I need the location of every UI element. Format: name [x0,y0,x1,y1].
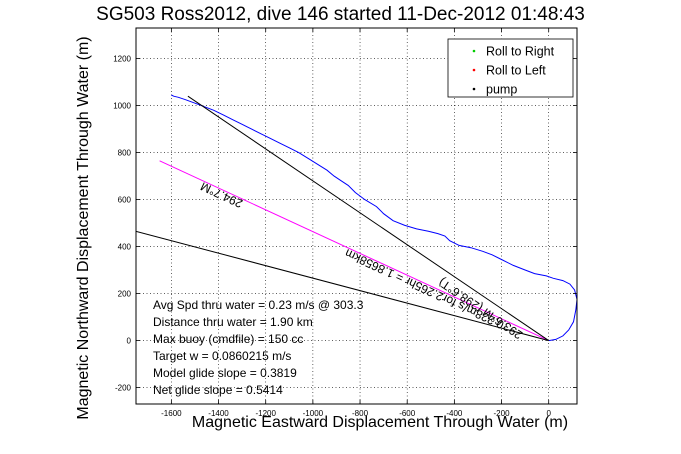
x-tick-label: -800 [352,409,369,418]
series-line [159,160,549,342]
y-tick-label: 1200 [113,55,131,64]
y-tick-label: 800 [118,149,132,158]
y-tick-label: 0 [127,337,132,346]
legend-box [447,38,574,98]
y-tick-label: 200 [118,290,132,299]
legend: Roll to Right Roll to Left pump [447,38,574,98]
x-tick-label: -1400 [208,409,229,418]
x-tick-label: -1200 [255,409,276,418]
x-axis-label: Magnetic Eastward Displacement Through W… [191,414,569,431]
summary-line: Net glide slope = 0.5414 [153,383,283,397]
x-tick-label: -1000 [303,409,324,418]
legend-label: Roll to Right [486,45,555,59]
series-line [171,94,577,342]
legend-marker [472,68,476,72]
y-tick-label: -200 [115,384,132,393]
plot-frame [135,27,578,405]
y-tick-label: 600 [118,196,132,205]
x-tick-label: -400 [446,409,463,418]
chart-title: SG503 Ross2012, dive 146 started 11-Dec-… [96,4,585,25]
series-line [187,95,549,342]
legend-label: Roll to Left [486,64,546,78]
summary-line: Avg Spd thru water = 0.23 m/s @ 303.3 [153,298,364,312]
summary-line: Max buoy (cmdfile) = 150 cc [153,332,303,346]
summary-line: Distance thru water = 1.90 km [153,315,313,329]
y-axis-label: Magnetic Northward Displacement Through … [75,36,92,420]
x-tick-label: -200 [494,409,511,418]
summary-line: Target w = 0.0860215 m/s [153,349,291,363]
summary-line: Model glide slope = 0.3819 [153,366,297,380]
legend-label: pump [486,83,517,97]
x-tick-label: -600 [399,409,416,418]
y-tick-label: 400 [118,243,132,252]
legend-marker [472,87,476,91]
series-line [136,230,549,342]
y-tick-label: 1000 [113,102,131,111]
axes [135,27,578,405]
summary-text: Avg Spd thru water = 0.23 m/s @ 303.3 Dis… [153,298,364,397]
tick-labels: -1600 -1400 -1200 -1000 -800 -600 -400 -200 0 -20… [113,55,551,418]
series-layer [136,94,577,342]
x-tick-label: 0 [546,409,551,418]
legend-marker [472,49,476,53]
x-tick-label: -1600 [161,409,182,418]
